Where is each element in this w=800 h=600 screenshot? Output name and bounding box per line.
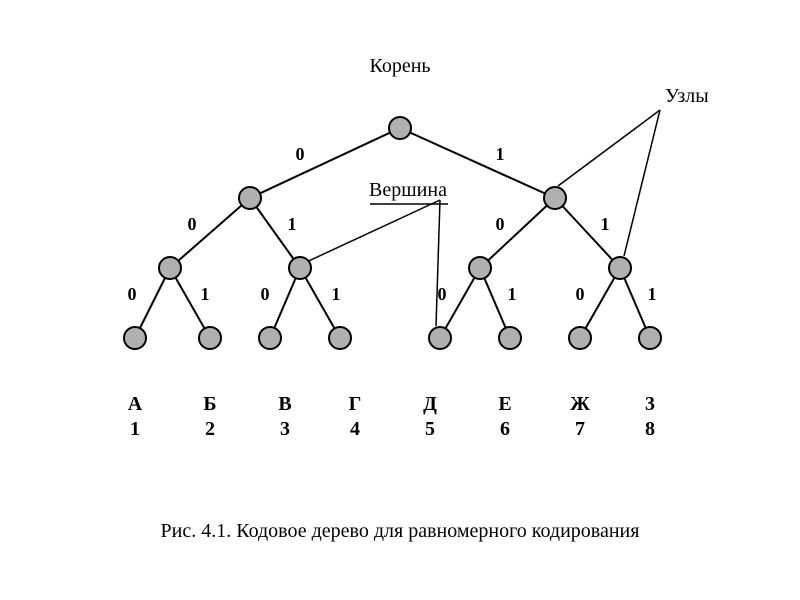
tree-node <box>259 327 281 349</box>
tree-node <box>159 257 181 279</box>
tree-edge <box>580 268 620 338</box>
edge-label: 0 <box>128 284 137 304</box>
edge-label: 1 <box>601 214 610 234</box>
leaf-number: 5 <box>425 418 435 440</box>
edge-label: 0 <box>188 214 197 234</box>
edge-label: 1 <box>496 144 505 164</box>
leaf-letter: 3 <box>645 393 655 415</box>
tree-node <box>544 187 566 209</box>
leaf-letter: Г <box>349 393 362 415</box>
tree-node <box>499 327 521 349</box>
tree-node <box>239 187 261 209</box>
figure-caption: Рис. 4.1. Кодовое дерево для равномерног… <box>0 520 800 543</box>
leaf-number: 4 <box>350 418 360 440</box>
leaf-number: 8 <box>645 418 655 440</box>
pointer-line <box>436 200 440 326</box>
leaf-letter: А <box>128 393 143 415</box>
nodes-label: Узлы <box>665 85 709 107</box>
edge-label: 0 <box>576 284 585 304</box>
leaf-number: 2 <box>205 418 215 440</box>
edge-label: 1 <box>201 284 210 304</box>
leaf-number: 6 <box>500 418 510 440</box>
tree-node <box>639 327 661 349</box>
leaf-letter: В <box>278 393 291 415</box>
tree-edge <box>480 198 555 268</box>
pointer-line <box>300 200 440 265</box>
edge-label: 0 <box>296 144 305 164</box>
leaf-letter: Д <box>423 393 437 415</box>
edge-label: 1 <box>332 284 341 304</box>
tree-edge <box>555 198 620 268</box>
tree-node <box>469 257 491 279</box>
leaf-letter: Е <box>498 393 511 415</box>
edge-label: 0 <box>261 284 270 304</box>
tree-node <box>199 327 221 349</box>
tree-node <box>329 327 351 349</box>
edge-label: 1 <box>288 214 297 234</box>
tree-edge <box>170 198 250 268</box>
tree-node <box>429 327 451 349</box>
edge-label: 1 <box>508 284 517 304</box>
code-tree-diagram: 0 1 0 1 0 1 0 1 0 1 0 1 0 1 Корень Узлы Вершина А 1 Б 2 В 3 Г 4 Д… <box>0 0 800 600</box>
edge-label: 0 <box>438 284 447 304</box>
tree-node <box>569 327 591 349</box>
leaf-letter: Б <box>203 393 216 415</box>
tree-node <box>609 257 631 279</box>
leaf-letter: Ж <box>570 393 590 415</box>
leaf-number: 7 <box>575 418 585 440</box>
tree-node <box>389 117 411 139</box>
leaf-number: 1 <box>130 418 140 440</box>
leaf-number: 3 <box>280 418 290 440</box>
root-label: Корень <box>369 55 430 77</box>
tree-node <box>289 257 311 279</box>
edge-label: 0 <box>496 214 505 234</box>
vertex-label: Вершина <box>369 179 447 201</box>
tree-node <box>124 327 146 349</box>
edge-label: 1 <box>648 284 657 304</box>
